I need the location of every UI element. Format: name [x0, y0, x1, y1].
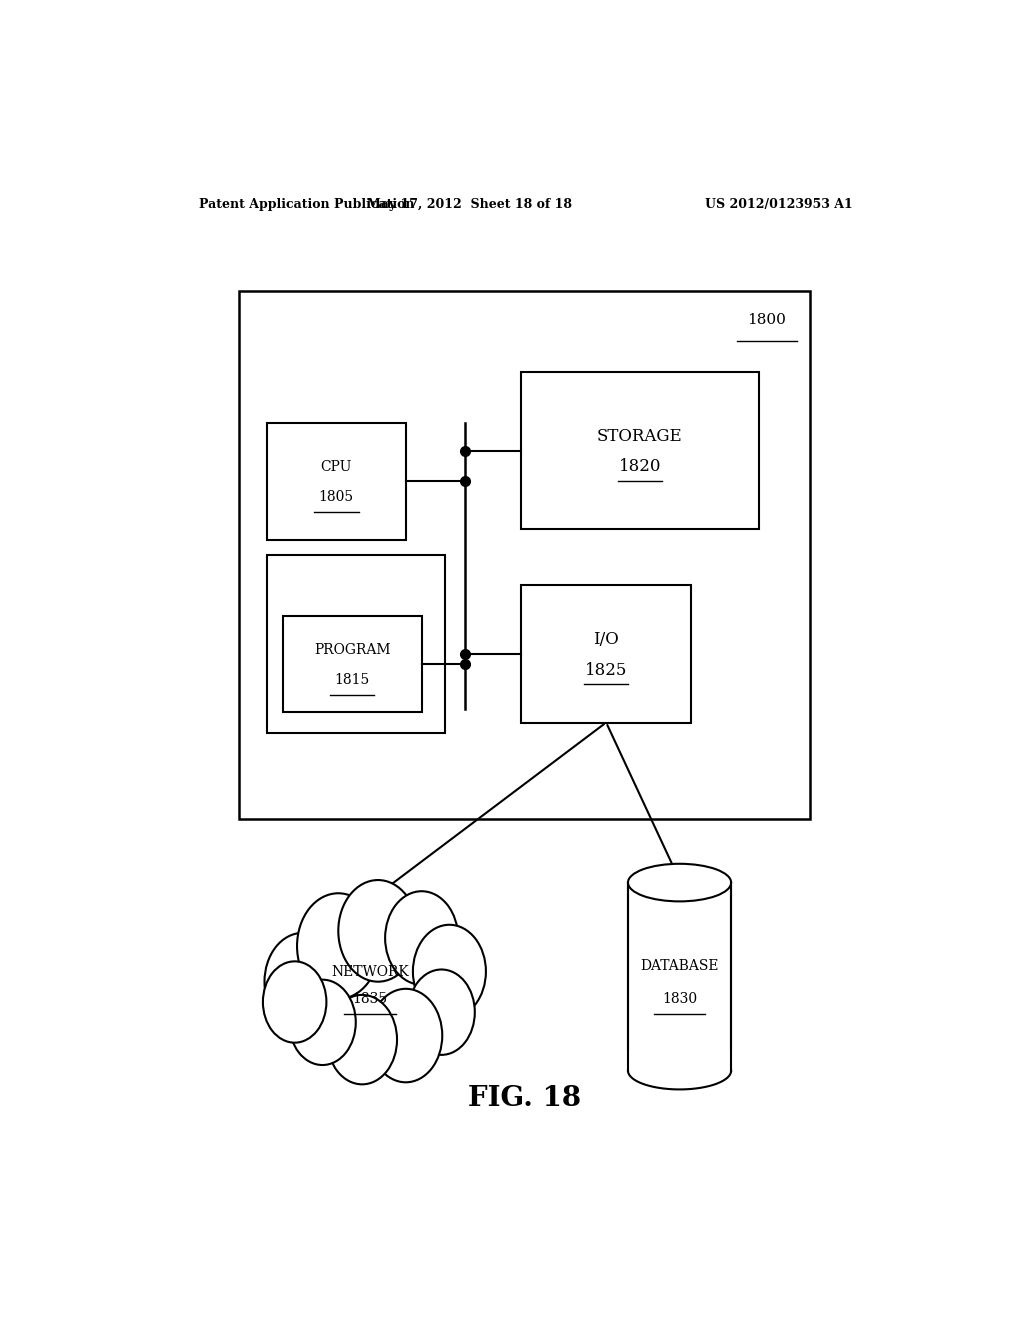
- Bar: [521, 372, 759, 529]
- Circle shape: [289, 979, 355, 1065]
- Circle shape: [338, 880, 418, 982]
- Circle shape: [413, 925, 486, 1018]
- Text: FIG. 18: FIG. 18: [468, 1085, 582, 1111]
- Text: 1800: 1800: [748, 313, 786, 327]
- Circle shape: [297, 894, 380, 999]
- Text: 1810: 1810: [339, 653, 374, 667]
- Text: US 2012/0123953 A1: US 2012/0123953 A1: [705, 198, 853, 211]
- Circle shape: [328, 995, 397, 1084]
- Bar: [627, 1049, 733, 1071]
- Bar: [267, 422, 406, 540]
- Text: Patent Application Publication: Patent Application Publication: [200, 198, 415, 211]
- Circle shape: [370, 989, 442, 1082]
- Text: 1805: 1805: [318, 490, 354, 504]
- Bar: [240, 290, 811, 818]
- Text: PROGRAM: PROGRAM: [314, 643, 390, 657]
- Text: May 17, 2012  Sheet 18 of 18: May 17, 2012 Sheet 18 of 18: [367, 198, 571, 211]
- Circle shape: [263, 961, 327, 1043]
- Bar: [628, 883, 731, 1071]
- Circle shape: [264, 933, 341, 1031]
- Bar: [521, 585, 691, 722]
- Bar: [283, 615, 422, 713]
- Text: I/O: I/O: [593, 631, 620, 648]
- Text: 1820: 1820: [618, 458, 662, 475]
- Ellipse shape: [628, 863, 731, 902]
- Text: 1825: 1825: [585, 661, 628, 678]
- Circle shape: [385, 891, 458, 985]
- Bar: [267, 554, 445, 733]
- Text: 1835: 1835: [352, 991, 388, 1006]
- Text: 1815: 1815: [335, 673, 370, 688]
- Text: 1830: 1830: [662, 991, 697, 1006]
- Text: STORAGE: STORAGE: [597, 428, 683, 445]
- Text: DATABASE: DATABASE: [640, 960, 719, 973]
- Text: CPU: CPU: [321, 459, 352, 474]
- Text: MEMORY: MEMORY: [322, 623, 390, 636]
- Circle shape: [409, 969, 475, 1055]
- Text: NETWORK: NETWORK: [331, 965, 409, 978]
- Ellipse shape: [283, 928, 458, 1045]
